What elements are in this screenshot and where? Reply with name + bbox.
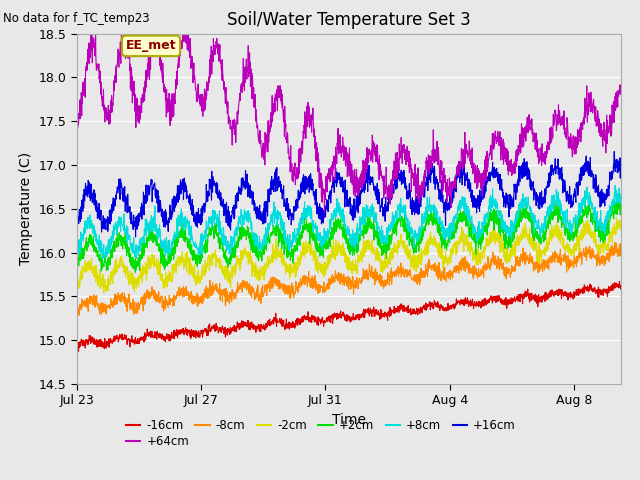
+8cm [338, 212, 346, 218]
+16cm [73, 227, 81, 232]
+64cm [602, 133, 609, 139]
+16cm [617, 171, 625, 177]
+16cm [601, 194, 609, 200]
-8cm [73, 314, 81, 320]
+64cm [73, 128, 81, 133]
Y-axis label: Temperature (C): Temperature (C) [19, 152, 33, 265]
-2cm [323, 262, 331, 268]
-16cm [601, 288, 609, 294]
+8cm [602, 221, 609, 227]
-8cm [323, 282, 331, 288]
+64cm [321, 209, 328, 215]
-8cm [100, 308, 108, 313]
+16cm [100, 219, 108, 225]
X-axis label: Time: Time [332, 413, 366, 427]
+2cm [502, 246, 509, 252]
-16cm [602, 288, 609, 294]
-16cm [616, 278, 623, 284]
+8cm [101, 251, 109, 256]
-8cm [501, 274, 509, 279]
-16cm [75, 348, 83, 354]
+64cm [617, 90, 625, 96]
+64cm [181, 19, 189, 24]
-8cm [601, 254, 609, 260]
-2cm [601, 241, 609, 247]
+64cm [602, 133, 609, 139]
+8cm [323, 228, 331, 234]
-2cm [617, 224, 625, 230]
+2cm [101, 253, 109, 259]
+16cm [502, 197, 509, 203]
+8cm [99, 256, 106, 262]
-16cm [502, 302, 509, 308]
-16cm [323, 316, 331, 322]
Line: -8cm: -8cm [77, 242, 621, 317]
+64cm [100, 110, 108, 116]
Line: -16cm: -16cm [77, 281, 621, 351]
Legend: +64cm: +64cm [126, 435, 189, 448]
-2cm [338, 252, 346, 258]
-8cm [611, 240, 619, 245]
+2cm [613, 193, 621, 199]
-2cm [602, 236, 609, 242]
+2cm [73, 272, 81, 278]
Line: -2cm: -2cm [77, 217, 621, 293]
+8cm [502, 228, 509, 233]
-8cm [617, 248, 625, 254]
+64cm [502, 146, 509, 152]
+8cm [611, 183, 619, 189]
-8cm [337, 271, 345, 276]
-16cm [617, 283, 625, 288]
-2cm [101, 276, 109, 282]
+16cm [132, 234, 140, 240]
-2cm [613, 215, 621, 220]
+2cm [601, 228, 609, 233]
-16cm [73, 346, 81, 352]
Line: +8cm: +8cm [77, 186, 621, 259]
-2cm [100, 290, 108, 296]
+2cm [602, 237, 609, 243]
Text: No data for f_TC_temp23: No data for f_TC_temp23 [3, 12, 150, 25]
+16cm [602, 193, 609, 199]
Title: Soil/Water Temperature Set 3: Soil/Water Temperature Set 3 [227, 11, 470, 29]
-16cm [338, 314, 346, 320]
+2cm [323, 241, 331, 247]
+8cm [617, 192, 625, 197]
+8cm [601, 231, 609, 237]
Line: +64cm: +64cm [77, 22, 621, 212]
+16cm [323, 198, 331, 204]
+2cm [338, 226, 346, 232]
+16cm [611, 149, 618, 155]
+64cm [338, 150, 346, 156]
+64cm [324, 180, 332, 186]
+8cm [73, 250, 81, 256]
-8cm [601, 257, 609, 263]
Line: +16cm: +16cm [77, 152, 621, 237]
-2cm [502, 253, 509, 259]
Line: +2cm: +2cm [77, 196, 621, 275]
-16cm [101, 336, 109, 341]
+2cm [617, 201, 625, 206]
+16cm [338, 176, 346, 182]
+2cm [73, 261, 81, 267]
Text: EE_met: EE_met [125, 39, 177, 52]
-2cm [73, 285, 81, 290]
